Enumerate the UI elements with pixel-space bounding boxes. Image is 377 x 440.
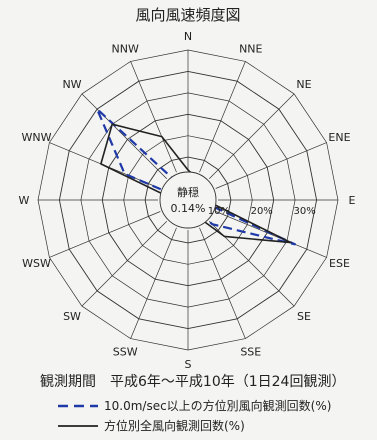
direction-label: S [185, 358, 192, 371]
calm-circle [159, 171, 217, 229]
direction-label: SW [63, 310, 81, 323]
direction-label: SE [297, 310, 311, 323]
direction-label: W [19, 194, 30, 207]
direction-label: NW [62, 78, 81, 91]
direction-label: NE [296, 78, 311, 91]
direction-label: E [349, 194, 356, 207]
direction-label: SSW [113, 346, 138, 359]
ring-label: 20% [251, 206, 273, 217]
legend-label: 10.0m/sec以上の方位別風向観測回数(%) [104, 398, 331, 413]
direction-labels: N NNE NE ENE E ESE SE SSE S SSW SW WSW W WNW NW NNW [19, 30, 356, 371]
grid-spoke [199, 227, 246, 339]
grid-spoke [199, 61, 246, 173]
legend: 10.0m/sec以上の方位別風向観測回数(%) 方位別全風向観測回数(%) [58, 398, 331, 433]
calm-label: 静穏 [177, 185, 199, 199]
grid-spoke [130, 227, 177, 339]
direction-label: SSE [240, 346, 261, 359]
ring-label: 10% [208, 206, 230, 217]
grid-spoke [49, 211, 161, 258]
grid-spoke [81, 93, 168, 180]
direction-label: WSW [22, 257, 51, 270]
direction-label: NNE [239, 43, 262, 56]
ring-label: 30% [293, 206, 315, 217]
observation-period: 観測期間 平成6年～平成10年（1日24回観測） [40, 373, 345, 390]
direction-label: NNW [112, 43, 139, 56]
direction-label: WNW [22, 131, 52, 144]
ring-labels: 10% 20% 30% [208, 206, 316, 217]
grid-spoke [130, 61, 177, 173]
chart-title: 風向風速頻度図 [135, 6, 240, 24]
legend-label: 方位別全風向観測回数(%) [104, 418, 245, 433]
grid-spoke [208, 93, 295, 180]
grid-spoke [215, 142, 327, 189]
direction-label: ENE [328, 131, 350, 144]
direction-label: N [184, 30, 192, 43]
direction-label: ESE [329, 257, 350, 270]
calm-box: 静穏 0.14% [159, 171, 217, 229]
calm-value: 0.14% [171, 202, 206, 215]
grid-spoke [81, 220, 168, 307]
